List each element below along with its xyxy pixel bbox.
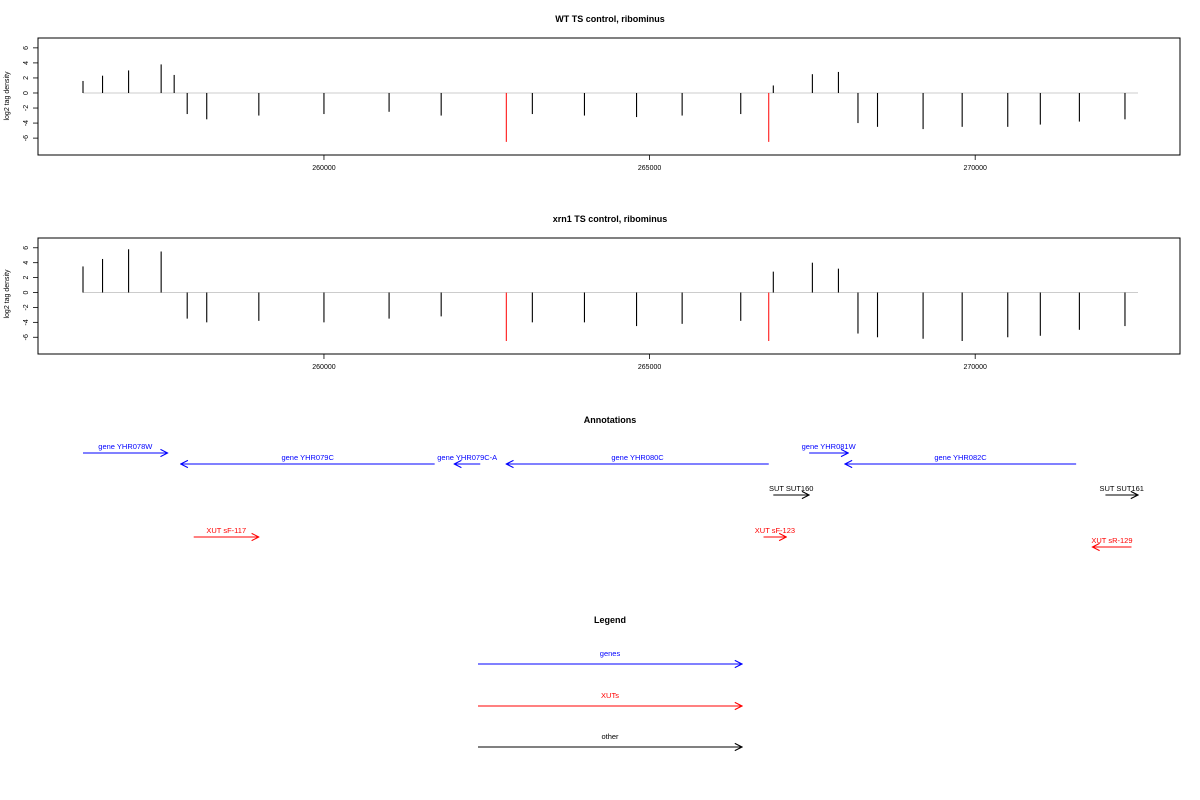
y-tick-label: 4 [23, 261, 30, 265]
y-axis-label-wt: log2 tag density [4, 71, 11, 121]
y-tick-label: 6 [23, 246, 30, 250]
legend-label: other [601, 732, 619, 741]
chart-panel-xrn1: xrn1 TS control, ribominus log2 tag dens… [4, 214, 1181, 371]
annotations-title: Annotations [584, 415, 637, 425]
feature-label: gene YHR081W [802, 442, 857, 451]
feature-label: gene YHR082C [934, 453, 987, 462]
feature-label: gene YHR079C [281, 453, 334, 462]
bars-xrn1 [82, 249, 1138, 341]
y-axis-wt: -6 -4 -2 0 2 4 6 [23, 46, 38, 141]
x-tick-label: 265000 [638, 165, 661, 172]
y-tick-label: -6 [23, 334, 30, 340]
x-tick-label: 260000 [312, 165, 335, 172]
y-tick-label: 0 [23, 290, 30, 294]
y-tick-label: -4 [23, 319, 30, 325]
y-tick-label: 2 [23, 276, 30, 280]
bars-wt [82, 64, 1138, 142]
feature-label: SUT SUT161 [1099, 484, 1143, 493]
y-tick-label: -2 [23, 105, 30, 111]
y-axis-label-xrn1: log2 tag density [4, 269, 11, 319]
y-tick-label: 4 [23, 61, 30, 65]
x-tick-label: 270000 [964, 364, 987, 371]
x-tick-label: 270000 [964, 165, 987, 172]
feature-label: XUT sR-129 [1091, 536, 1132, 545]
annotation-features: gene YHR078W gene YHR079C gene YHR079C-A ge… [83, 442, 1144, 547]
feature-label: SUT SUT160 [769, 484, 813, 493]
plot-frame-wt [37, 37, 1181, 156]
x-axis-xrn1: 260000 265000 270000 [312, 354, 987, 371]
x-tick-label: 265000 [638, 364, 661, 371]
y-tick-label: 0 [23, 91, 30, 95]
y-tick-label: -6 [23, 135, 30, 141]
x-axis-wt: 260000 265000 270000 [312, 155, 987, 172]
legend-label: XUTs [601, 691, 619, 700]
feature-label: XUT sF-117 [206, 526, 246, 535]
y-tick-label: -2 [23, 304, 30, 310]
y-tick-label: -4 [23, 120, 30, 126]
legend: Legend genes XUTs other [478, 615, 742, 747]
legend-title: Legend [594, 615, 626, 625]
chart-title-wt: WT TS control, ribominus [555, 14, 665, 24]
feature-label: gene YHR078W [98, 442, 153, 451]
legend-label: genes [600, 649, 621, 658]
x-tick-label: 260000 [312, 364, 335, 371]
plot-frame-xrn1 [37, 237, 1181, 355]
legend-items: genes XUTs other [478, 649, 742, 747]
chart-title-xrn1: xrn1 TS control, ribominus [553, 214, 668, 224]
y-axis-xrn1: -6 -4 -2 0 2 4 6 [23, 246, 38, 340]
chart-panel-wt: WT TS control, ribominus log2 tag densit… [4, 14, 1181, 172]
feature-label: gene YHR079C-A [437, 453, 497, 462]
y-tick-label: 6 [23, 46, 30, 50]
feature-label: XUT sF-123 [755, 526, 795, 535]
feature-label: gene YHR080C [611, 453, 664, 462]
y-tick-label: 2 [23, 76, 30, 80]
